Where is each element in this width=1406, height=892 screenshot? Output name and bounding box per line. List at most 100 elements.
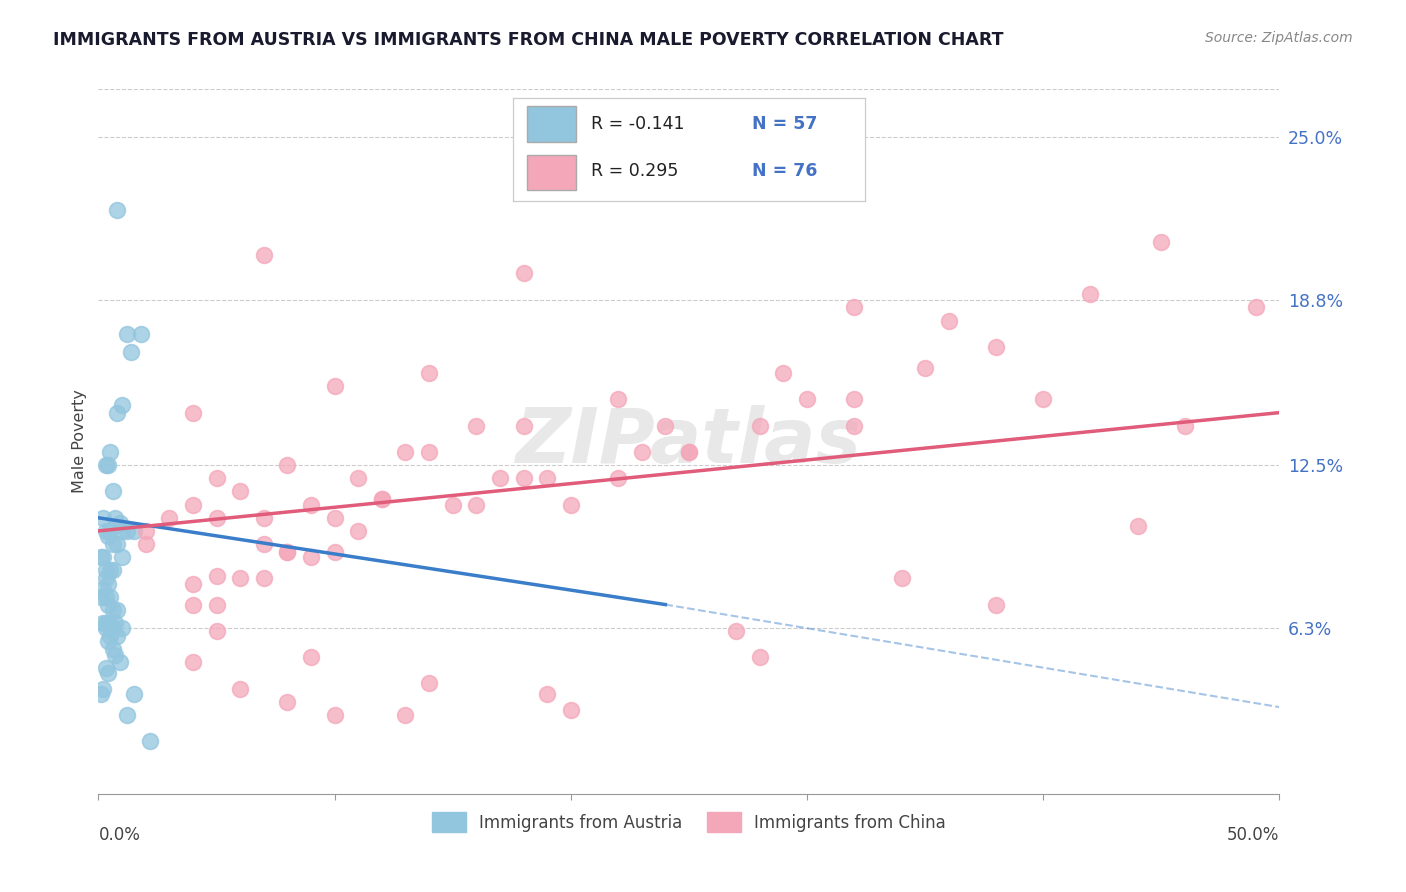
Point <box>98 615 121 630</box>
Point <box>94 571 117 585</box>
Point <box>101 537 124 551</box>
Point <box>94 590 117 604</box>
Text: R = 0.295: R = 0.295 <box>591 162 678 180</box>
Point <box>91 681 114 696</box>
Point <box>323 708 346 723</box>
Point <box>276 545 298 559</box>
Point <box>560 498 582 512</box>
Point <box>205 598 228 612</box>
Point <box>371 492 394 507</box>
Point <box>276 695 298 709</box>
Point <box>98 524 121 538</box>
Point <box>418 676 440 690</box>
Point <box>115 326 138 341</box>
Text: N = 57: N = 57 <box>752 115 817 133</box>
Point <box>1032 392 1054 407</box>
Point <box>347 524 370 538</box>
Point <box>105 406 128 420</box>
Point <box>101 484 124 499</box>
Point <box>101 563 124 577</box>
Text: Source: ZipAtlas.com: Source: ZipAtlas.com <box>1205 31 1353 45</box>
Point <box>90 550 112 565</box>
Point <box>108 656 131 670</box>
Point <box>938 313 960 327</box>
Point <box>229 484 252 499</box>
Point <box>890 571 912 585</box>
Point <box>276 458 298 473</box>
Point <box>105 203 128 218</box>
Point <box>97 576 120 591</box>
Point <box>678 445 700 459</box>
Point <box>121 345 143 359</box>
Point <box>105 629 128 643</box>
Point <box>97 615 120 630</box>
Text: IMMIGRANTS FROM AUSTRIA VS IMMIGRANTS FROM CHINA MALE POVERTY CORRELATION CHART: IMMIGRANTS FROM AUSTRIA VS IMMIGRANTS FR… <box>53 31 1004 49</box>
Point <box>748 650 770 665</box>
Point <box>108 516 131 530</box>
Point <box>90 687 112 701</box>
Point <box>796 392 818 407</box>
Point <box>91 615 114 630</box>
Point <box>181 406 204 420</box>
Point <box>94 661 117 675</box>
Point <box>512 471 534 485</box>
FancyBboxPatch shape <box>527 106 576 142</box>
Point <box>560 703 582 717</box>
Point <box>630 445 652 459</box>
Point <box>984 340 1007 354</box>
Point <box>1126 518 1149 533</box>
Point <box>104 648 127 662</box>
Point <box>94 458 117 473</box>
Point <box>441 498 464 512</box>
FancyBboxPatch shape <box>527 154 576 190</box>
Point <box>536 687 558 701</box>
Point <box>111 398 134 412</box>
Point <box>536 471 558 485</box>
Point <box>97 665 120 680</box>
Point <box>1174 418 1197 433</box>
Point <box>253 248 276 262</box>
Point <box>253 537 276 551</box>
Point <box>122 687 145 701</box>
Point <box>347 471 370 485</box>
Point <box>205 568 228 582</box>
Point <box>115 524 138 538</box>
Point <box>97 529 120 543</box>
Point <box>229 681 252 696</box>
Text: R = -0.141: R = -0.141 <box>591 115 685 133</box>
Point <box>678 445 700 459</box>
Point <box>139 734 162 748</box>
Point <box>94 621 117 635</box>
Point <box>465 418 488 433</box>
Point <box>111 524 134 538</box>
Point <box>299 650 322 665</box>
Point <box>394 445 416 459</box>
Point <box>157 510 180 524</box>
Text: ZIPatlas: ZIPatlas <box>516 405 862 478</box>
Y-axis label: Male Poverty: Male Poverty <box>72 390 87 493</box>
Point <box>844 392 866 407</box>
Point <box>98 590 121 604</box>
Point <box>94 563 117 577</box>
Point <box>725 624 748 638</box>
Point <box>105 537 128 551</box>
Point <box>512 418 534 433</box>
Point <box>101 603 124 617</box>
Point <box>607 471 630 485</box>
Point <box>91 510 114 524</box>
Point <box>512 266 534 280</box>
Point <box>205 471 228 485</box>
Point <box>181 598 204 612</box>
Point <box>181 498 204 512</box>
Point <box>299 550 322 565</box>
Point <box>654 418 676 433</box>
Point <box>101 621 124 635</box>
Point <box>97 634 120 648</box>
Point <box>1244 301 1267 315</box>
Point <box>253 571 276 585</box>
Point <box>91 582 114 596</box>
Point <box>90 590 112 604</box>
Point <box>98 445 121 459</box>
Point <box>1080 287 1102 301</box>
Point <box>98 629 121 643</box>
